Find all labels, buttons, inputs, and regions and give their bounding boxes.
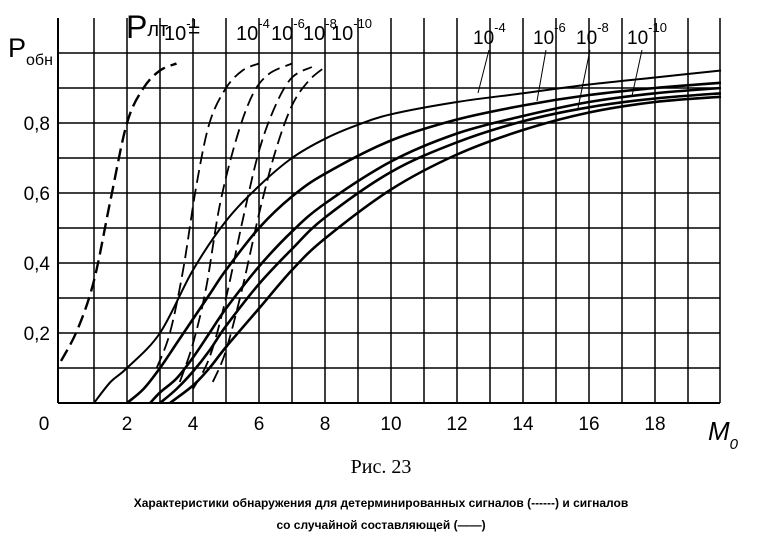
x-tick-label: 8 xyxy=(320,414,331,435)
x-tick-label: 0 xyxy=(39,414,50,435)
series-label-leader xyxy=(477,49,490,94)
figure-caption: Рис. 23 xyxy=(350,456,412,478)
y-tick-label: 0,6 xyxy=(24,184,50,205)
solid-series-label: 10-6 xyxy=(533,20,566,49)
series-label-leader xyxy=(536,49,547,102)
series-label-base: 10 xyxy=(236,23,258,45)
series-label-base: 10 xyxy=(331,23,353,45)
series-label-base: 10 xyxy=(164,23,186,45)
series-label-exp: -10 xyxy=(648,20,667,35)
solid-series-label: 10-8 xyxy=(576,20,609,49)
series-label-exp: -4 xyxy=(258,16,270,31)
x-axis-label-sub: 0 xyxy=(730,436,739,453)
series-label-base: 10 xyxy=(576,28,597,49)
solid-curve-10m1 xyxy=(93,69,722,404)
parameter-equals: = xyxy=(188,19,200,42)
series-label-exp: -4 xyxy=(494,20,506,35)
solid-curve-10m10 xyxy=(169,95,722,405)
series-label-exp: -10 xyxy=(353,16,372,31)
solid-series-label: 10-4 xyxy=(473,20,506,49)
dashed-curve-m6 xyxy=(178,62,293,383)
series-label-exp: -6 xyxy=(293,16,305,31)
caption-line-2: со случайной составляющей (——) xyxy=(276,518,486,532)
y-axis-label-main: P xyxy=(8,33,26,63)
solid-curve-10m6 xyxy=(149,86,722,404)
series-label-leader xyxy=(631,49,643,97)
dashed-curve-m4 xyxy=(155,62,260,369)
x-tick-label: 16 xyxy=(578,414,599,435)
series-label-base: 10 xyxy=(627,28,648,49)
x-tick-label: 10 xyxy=(380,414,401,435)
series-label-base: 10 xyxy=(303,23,325,45)
solid-series-label: 10-10 xyxy=(627,20,667,49)
dashed-series-label: 10-1 xyxy=(164,16,198,45)
caption-line-1: Характеристики обнаружения для детермини… xyxy=(133,496,629,510)
x-tick-label: 14 xyxy=(512,414,534,435)
y-tick-label: 0,2 xyxy=(24,324,50,345)
x-tick-label: 18 xyxy=(644,414,665,435)
dashed-series-label: 10-6 xyxy=(271,16,305,45)
parameter-label-main: P xyxy=(126,9,147,45)
series-label-base: 10 xyxy=(473,28,494,49)
series-label-leader xyxy=(577,49,591,109)
x-tick-label: 4 xyxy=(188,414,199,435)
y-axis-label: Pобн xyxy=(8,33,53,69)
x-tick-label: 6 xyxy=(254,414,265,435)
parameter-label: Pлт xyxy=(126,9,168,45)
series-label-base: 10 xyxy=(271,23,293,45)
dashed-curve-m10 xyxy=(211,66,326,383)
dashed-curve-m1 xyxy=(59,62,177,362)
solid-curve-10m4 xyxy=(126,81,722,405)
series-label-exp: -8 xyxy=(597,20,609,35)
y-tick-label: 0,8 xyxy=(24,114,50,135)
y-tick-label: 0,4 xyxy=(24,254,51,275)
y-axis-label-sub: обн xyxy=(26,52,53,69)
dashed-series-label: 10-4 xyxy=(236,16,270,45)
x-tick-label: 12 xyxy=(446,414,467,435)
grid xyxy=(58,18,721,403)
series-label-exp: -6 xyxy=(554,20,566,35)
x-axis-label: M0 xyxy=(708,416,739,453)
series-label-base: 10 xyxy=(533,28,554,49)
x-tick-label: 2 xyxy=(122,414,133,435)
parameter-label-sub: лт xyxy=(147,19,168,41)
series-label-exp: -8 xyxy=(325,16,337,31)
x-axis-label-main: M xyxy=(708,416,730,446)
series-label-exp: -1 xyxy=(186,16,198,31)
dashed-series-label: 10-10 xyxy=(331,16,372,45)
dashed-series-label: 10-8 xyxy=(303,16,337,45)
dashed-curve-m8 xyxy=(192,66,313,390)
solid-curve-10m8 xyxy=(159,92,722,405)
